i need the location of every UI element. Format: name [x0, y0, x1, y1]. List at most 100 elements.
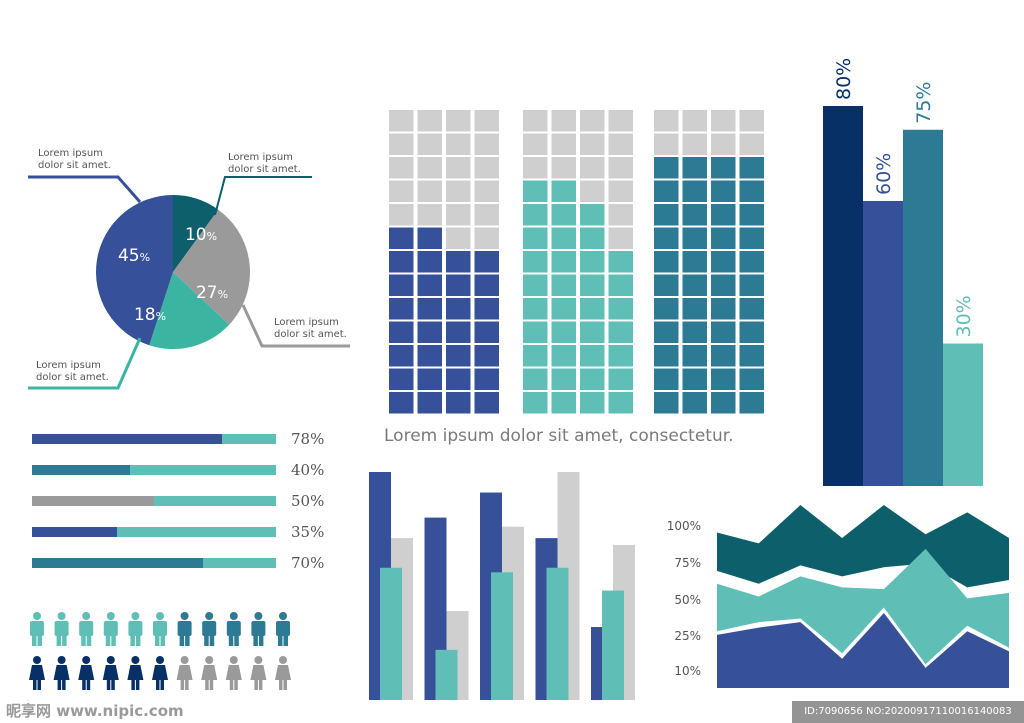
waffle-cell [417, 204, 442, 226]
waffle-cell [474, 274, 499, 296]
area-band [717, 505, 1009, 588]
waffle-cell [711, 110, 736, 132]
waffle-cell [417, 321, 442, 343]
site-watermark: 昵享网 www.nipic.com [6, 702, 184, 720]
callout-text: Lorem ipsum [228, 152, 293, 163]
waffle-cell [474, 298, 499, 320]
callout-line [241, 304, 350, 348]
waffle-cell [446, 204, 471, 226]
waffle-cell [389, 157, 414, 179]
waffle-cell [711, 345, 736, 367]
waffle-cell [446, 345, 471, 367]
waffle-cell [580, 368, 605, 390]
waffle-cell [711, 298, 736, 320]
waffle-cell [474, 133, 499, 155]
waffle-cell [446, 110, 471, 132]
progress-bar-fill [32, 496, 154, 506]
waffle-cell [446, 274, 471, 296]
waffle-cell [446, 180, 471, 202]
waffle-cell [523, 251, 548, 273]
pie-slice-label: 45% [118, 246, 150, 266]
waffle-cell [446, 392, 471, 414]
waffle-cell [551, 227, 576, 249]
callout-text: dolor sit amet. [228, 164, 301, 175]
waffle-cell [446, 133, 471, 155]
percent-bar [823, 106, 863, 486]
waffle-cell [389, 345, 414, 367]
waffle-cell [417, 180, 442, 202]
waffle-cell [580, 157, 605, 179]
man-icon [177, 612, 192, 646]
waffle-cell [654, 274, 679, 296]
waffle-cell [474, 251, 499, 273]
waffle-cell [417, 274, 442, 296]
progress-bar-value: 70% [291, 554, 325, 572]
woman-icon [225, 656, 242, 690]
progress-bar-value: 40% [291, 461, 325, 479]
progress-bar-fill [32, 465, 130, 475]
waffle-cell [608, 274, 633, 296]
waffle-cell [551, 110, 576, 132]
waffle-cell [682, 180, 707, 202]
waffle-cell [551, 392, 576, 414]
man-icon [153, 612, 167, 646]
waffle-cell [654, 345, 679, 367]
grouped-bar-chart [369, 472, 635, 700]
waffle-cell [551, 298, 576, 320]
waffle-cell [417, 345, 442, 367]
waffle-cell [523, 227, 548, 249]
man-icon [30, 612, 44, 646]
pie-slice [95, 195, 173, 346]
woman-icon [176, 656, 193, 690]
waffle-cell [682, 133, 707, 155]
waffle-cell [739, 180, 764, 202]
waffle-cell [417, 298, 442, 320]
waffle-cell [389, 110, 414, 132]
waffle-cell [446, 157, 471, 179]
waffle-cell [523, 110, 548, 132]
waffle-cell [551, 204, 576, 226]
waffle-cell [654, 180, 679, 202]
waffle-cell [682, 157, 707, 179]
waffle-cell [682, 392, 707, 414]
waffle-cell [474, 180, 499, 202]
progress-bar-fill [32, 558, 203, 568]
progress-bar-value: 78% [291, 430, 325, 448]
pie-slice-label: 10% [185, 225, 217, 245]
man-icon [128, 612, 143, 646]
waffle-cell [523, 157, 548, 179]
waffle-cell [551, 321, 576, 343]
waffle-cell [739, 157, 764, 179]
percent-bar-label: 75% [913, 82, 935, 124]
progress-bar-fill [32, 434, 223, 444]
area-tick-label: 100% [667, 519, 701, 533]
waffle-cell [474, 392, 499, 414]
pie-slice [173, 209, 251, 325]
waffle-cell [608, 298, 633, 320]
waffle-cell [523, 345, 548, 367]
waffle-cell [739, 345, 764, 367]
waffle-cell [608, 251, 633, 273]
progress-bars: 78% 40% 50% 35% 70% [0, 0, 360, 600]
woman-icon [152, 656, 168, 690]
waffle-cell [389, 274, 414, 296]
man-icon [226, 612, 241, 646]
waffle-cell [739, 274, 764, 296]
waffle-cell [711, 204, 736, 226]
progress-bar-fill [32, 527, 118, 537]
waffle-cell [739, 227, 764, 249]
waffle-cell [389, 133, 414, 155]
callout-text: dolor sit amet. [38, 160, 111, 171]
waffle-cell [389, 227, 414, 249]
area-tick-label: 75% [674, 556, 701, 570]
waffle-cell [417, 392, 442, 414]
progress-bar-track [32, 496, 276, 506]
waffle-cell [580, 180, 605, 202]
waffle-cell [474, 204, 499, 226]
waffle-cell [682, 321, 707, 343]
progress-bar-track [32, 527, 276, 537]
woman-icon [78, 656, 95, 690]
waffle-cell [608, 110, 633, 132]
waffle-cell [474, 110, 499, 132]
waffle-cell [711, 157, 736, 179]
